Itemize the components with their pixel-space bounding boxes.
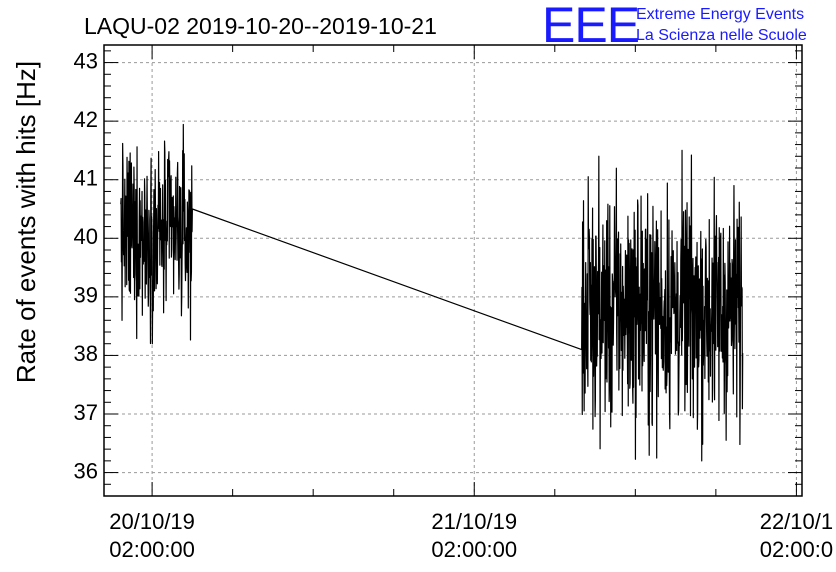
y-axis: 36 37 38 39 40 41 42 43 — [74, 48, 802, 497]
eee-logo: EEE Extreme Energy Events La Scienza nel… — [542, 0, 807, 53]
x-tick-time-label: 02:00:00 — [109, 537, 195, 562]
plot-border — [103, 44, 803, 497]
y-tick-label: 41 — [74, 166, 98, 191]
x-tick-date-label: 20/10/19 — [109, 509, 195, 534]
y-tick-label: 40 — [74, 224, 98, 249]
x-tick-time-label: 02:00:00 — [431, 537, 517, 562]
x-tick-time-label: 02:00:0 — [760, 537, 833, 562]
eee-logo-mark: EEE — [542, 0, 639, 53]
x-axis: 20/10/19 02:00:00 21/10/19 02:00:00 22/10/1 0… — [109, 45, 833, 562]
y-tick-label: 43 — [74, 48, 98, 73]
chart-title: LAQU-02 2019-10-20--2019-10-21 — [84, 13, 437, 39]
series-line — [120, 123, 744, 462]
y-tick-label: 36 — [74, 458, 98, 483]
y-tick-label: 37 — [74, 400, 98, 425]
eee-logo-line1: Extreme Energy Events — [636, 6, 804, 23]
y-tick-label: 39 — [74, 283, 98, 308]
x-tick-date-label: 21/10/19 — [431, 509, 517, 534]
eee-logo-line2: La Scienza nelle Scuole — [636, 27, 807, 44]
grid-lines — [104, 45, 802, 496]
y-axis-label: Rate of events with hits [Hz] — [11, 61, 41, 383]
rate-series-path — [120, 123, 744, 462]
plot-frame — [103, 44, 803, 497]
y-tick-label: 42 — [74, 107, 98, 132]
x-tick-date-label: 22/10/1 — [760, 509, 833, 534]
y-tick-label: 38 — [74, 341, 98, 366]
